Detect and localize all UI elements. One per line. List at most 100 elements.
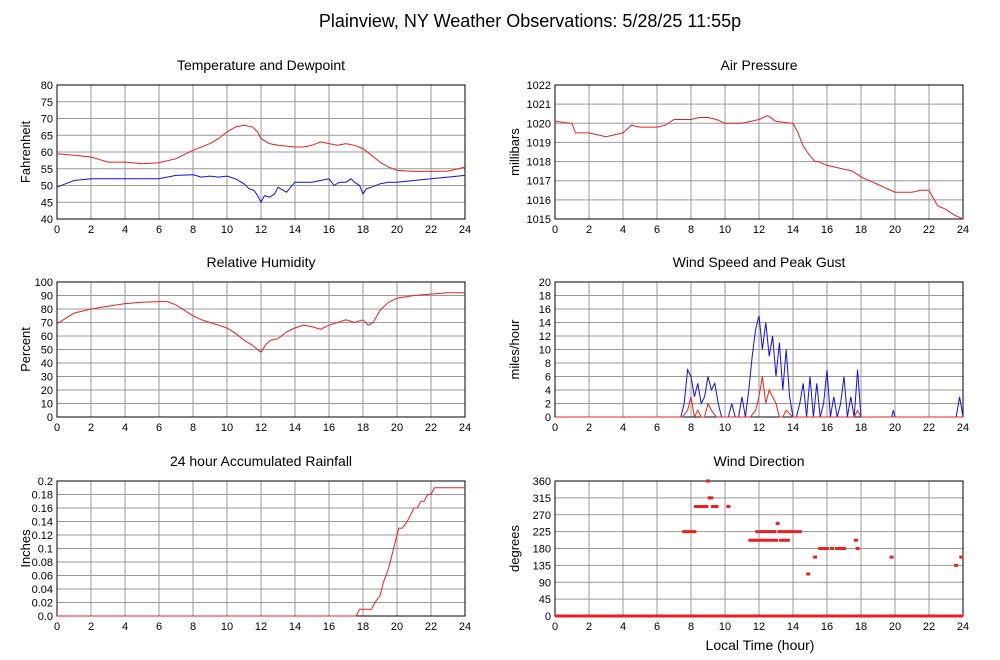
winddir-x-tick-label: 20 [889,621,901,633]
winddir-data-point [785,538,790,542]
wind-y-tick-label: 2 [545,399,551,411]
wind-x-tick-label: 4 [620,422,626,434]
pressure-x-tick-label: 14 [787,224,799,236]
pressure-x-tick-label: 6 [654,224,660,236]
rain-x-tick-label: 14 [289,621,301,633]
wind-x-tick-label: 20 [889,422,901,434]
winddir-data-point [760,538,765,542]
humidity-y-tick-label: 50 [41,345,53,357]
winddir-data-point [779,538,784,542]
temp-plot-frame [56,84,466,220]
humidity-y-tick-label: 90 [41,291,53,303]
winddir-x-tick-label: 4 [620,621,626,633]
winddir-data-point [763,538,768,542]
winddir-data-point [692,530,697,534]
pressure-y-tick-label: 1022 [527,80,551,92]
winddir-data-point [842,547,846,550]
temp-y-tick-label: 70 [41,114,53,126]
temp-x-tick-label: 2 [88,224,94,236]
temp-y-tick-label: 40 [41,214,53,226]
temp-y-tick-label: 75 [41,97,53,109]
pressure-x-tick-label: 22 [923,224,935,236]
winddir-data-point [758,530,763,534]
rain-y-tick-label: 0.12 [32,530,53,542]
winddir-data-point [780,530,785,534]
winddir-x-tick-label: 18 [855,621,867,633]
pressure-plot-frame [554,84,964,220]
wind-y-tick-label: 18 [539,291,551,303]
winddir-data-point [835,547,840,550]
temp-x-tick-label: 16 [323,224,335,236]
humidity-plot-frame [56,281,466,418]
rain-x-tick-label: 12 [255,621,267,633]
humidity-x-tick-label: 10 [221,422,233,434]
humidity-x-tick-label: 20 [391,422,403,434]
wind-y-tick-label: 14 [539,318,551,330]
rain-y-tick-label: 0.06 [32,571,53,583]
humidity-x-tick-label: 8 [190,422,196,434]
winddir-y-tick-label: 90 [539,577,551,589]
rain-y-tick-label: 0.1 [38,544,53,556]
winddir-y-tick-label: 135 [533,560,551,572]
rain-chart-title: 24 hour Accumulated Rainfall [170,453,352,469]
pressure-x-tick-label: 8 [688,224,694,236]
pressure-y-tick-label: 1017 [527,176,551,188]
winddir-data-point [704,505,709,508]
humidity-y-tick-label: 60 [41,331,53,343]
wind-y-tick-label: 12 [539,331,551,343]
winddir-data-point [772,530,777,534]
winddir-data-point [774,538,778,542]
temp-x-tick-label: 8 [190,224,196,236]
winddir-data-point [830,547,835,550]
winddir-x-tick-label: 10 [719,621,731,633]
humidity-y-tick-label: 0 [47,412,53,424]
pressure-x-tick-label: 2 [586,224,592,236]
temp-x-tick-label: 20 [391,224,403,236]
winddir-data-point [726,505,731,508]
humidity-panel: 0 2 4 6 8 10 12 14 16 18 20 22 240102030405060708090… [18,254,471,434]
wind-x-tick-label: 0 [552,422,558,434]
pressure-x-tick-label: 16 [821,224,833,236]
rain-y-tick-label: 0.04 [32,584,53,596]
rain-x-tick-label: 18 [357,621,369,633]
rain-x-tick-label: 6 [156,621,162,633]
humidity-y-tick-label: 20 [41,385,53,397]
wind-y-tick-label: 20 [539,277,551,289]
wind-chart-title: Wind Speed and Peak Gust [673,254,846,270]
winddir-data-point [825,547,829,550]
wind-x-tick-label: 6 [654,422,660,434]
wind-plot-frame [554,281,964,418]
temp-y-tick-label: 55 [41,164,53,176]
rain-y-tick-label: 0.16 [32,503,53,515]
temp-x-tick-label: 24 [459,224,471,236]
wind-x-tick-label: 10 [719,422,731,434]
winddir-data-point [767,538,772,542]
pressure-y-axis-label: millibars [507,128,522,176]
winddir-data-point [787,530,792,534]
humidity-y-axis-label: Percent [18,327,33,372]
winddir-y-tick-label: 180 [533,544,551,556]
rain-series-line-0 [57,487,465,617]
rain-y-tick-label: 0.08 [32,557,53,569]
wind-x-tick-label: 16 [821,422,833,434]
winddir-data-point [818,547,823,550]
temp-x-tick-label: 10 [221,224,233,236]
pressure-x-tick-label: 18 [855,224,867,236]
temp-chart-title: Temperature and Dewpoint [177,57,345,73]
humidity-x-tick-label: 6 [156,422,162,434]
humidity-y-tick-label: 70 [41,318,53,330]
winddir-x-tick-label: 14 [787,621,799,633]
winddir-y-tick-label: 45 [539,594,551,606]
wind-x-tick-label: 18 [855,422,867,434]
temp-x-tick-label: 12 [255,224,267,236]
wind-x-tick-label: 2 [586,422,592,434]
winddir-y-tick-label: 360 [533,476,551,488]
rain-x-tick-label: 24 [459,621,471,633]
humidity-chart-title: Relative Humidity [207,254,316,270]
wind-y-tick-label: 10 [539,345,551,357]
winddir-chart-title: Wind Direction [713,453,804,469]
wind-y-tick-label: 6 [545,372,551,384]
humidity-y-tick-label: 80 [41,304,53,316]
humidity-x-tick-label: 24 [459,422,471,434]
